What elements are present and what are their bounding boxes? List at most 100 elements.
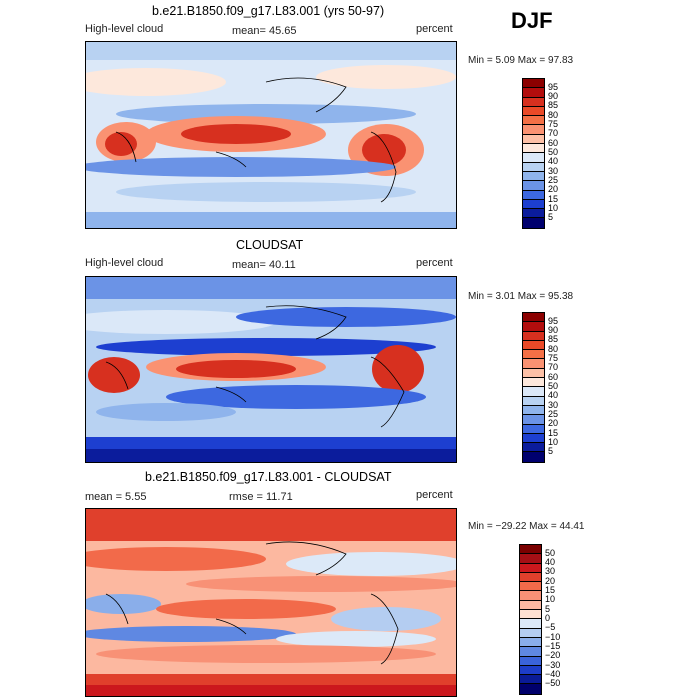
panel2-colorbar-tick: 15 — [548, 428, 559, 438]
panel2-colorbar-ticks: 95 90 85 80 75 70 60 50 40 30 25 20 15 1… — [522, 312, 582, 462]
panel3-colorbar-tick: −5 — [545, 622, 556, 632]
panel1-colorbar-seg — [523, 144, 544, 154]
panel1-colorbar-tick: 15 — [548, 194, 559, 204]
panel1-minmax: Min = 5.09 Max = 97.83 — [468, 55, 574, 66]
panel3-colorbar-seg — [520, 582, 541, 592]
panel2-colorbar-seg — [523, 452, 544, 462]
panel1-colorbar-seg — [523, 199, 544, 210]
panel2-colorbar-tick: 70 — [548, 362, 559, 372]
panel2-colorbar-tick: 40 — [548, 390, 559, 400]
panel2-colorbar-seg — [523, 387, 544, 397]
panel1-colorbar-tick: 70 — [548, 128, 559, 138]
panel3-colorbar-seg — [520, 647, 541, 657]
panel3-colorbar-tick: −40 — [545, 669, 561, 679]
panel1-colorbar-tick: 25 — [548, 175, 559, 185]
panel3-rmse-label: rmse = 11.71 — [229, 491, 293, 503]
panel1-colorbar-tick: 50 — [548, 147, 559, 157]
panel3-colorbar-tick: −50 — [545, 678, 561, 688]
panel2-map-field — [86, 277, 456, 462]
panel2-colorbar-tick: 85 — [548, 334, 559, 344]
panel2-colorbar-tick: 75 — [548, 353, 559, 363]
panel3-colorbar-seg — [520, 572, 541, 583]
panel3-colorbar-seg — [520, 600, 541, 611]
panel2-colorbar-seg — [523, 368, 544, 379]
panel3-title: b.e21.B1850.f09_g17.L83.001 - CLOUDSAT — [145, 470, 392, 484]
panel1-colorbar-seg — [523, 209, 544, 219]
panel3-colorbar-seg — [520, 684, 541, 694]
panel3-colorbar-tick: 30 — [545, 566, 556, 576]
panel2-title: CLOUDSAT — [236, 238, 304, 252]
panel2-colorbar-seg — [523, 313, 544, 323]
panel2-colorbar-seg — [523, 331, 544, 341]
panel3-colorbar-tick: 10 — [545, 594, 556, 604]
panel2-colorbar-tick: 80 — [548, 344, 559, 354]
panel2-map — [85, 276, 457, 463]
panel2-colorbar-seg — [523, 378, 544, 388]
panel2-colorbar — [522, 312, 545, 463]
panel2-units-label: percent — [416, 257, 453, 269]
panel1-colorbar-seg — [523, 79, 544, 89]
panel3-colorbar-seg — [520, 619, 541, 629]
panel1-colorbar-seg — [523, 97, 544, 107]
panel3-colorbar-seg — [520, 675, 541, 685]
panel1-colorbar-seg — [523, 125, 544, 135]
panel2-colorbar-seg — [523, 405, 544, 416]
panel1-units-label: percent — [416, 23, 453, 35]
panel3-colorbar-tick: 5 — [545, 604, 551, 614]
panel3-colorbar-tick: 40 — [545, 557, 556, 567]
panel1-colorbar-tick: 40 — [548, 156, 559, 166]
panel2-minmax: Min = 3.01 Max = 95.38 — [468, 291, 574, 302]
panel1-colorbar-seg — [523, 153, 544, 163]
panel1-colorbar-tick: 85 — [548, 100, 559, 110]
panel1-left-label: High-level cloud — [85, 23, 164, 35]
panel2-colorbar-seg — [523, 350, 544, 360]
panel1-colorbar-seg — [523, 88, 544, 98]
panel3-colorbar-tick: −30 — [545, 660, 561, 670]
panel2-colorbar-tick: 50 — [548, 381, 559, 391]
panel2-colorbar-tick: 90 — [548, 325, 559, 335]
panel3-units-label: percent — [416, 489, 453, 501]
season-label: DJF — [511, 8, 553, 33]
panel3-map — [85, 508, 457, 697]
panel1-colorbar-seg — [523, 134, 544, 145]
panel3-colorbar — [519, 544, 542, 695]
panel3-colorbar-tick: 50 — [545, 548, 556, 558]
panel3-colorbar-tick: −15 — [545, 641, 561, 651]
panel1-colorbar-seg — [523, 162, 544, 172]
panel1-colorbar-tick: 10 — [548, 203, 559, 213]
panel2-colorbar-tick: 60 — [548, 372, 559, 382]
panel2-colorbar-seg — [523, 415, 544, 425]
panel2-colorbar-seg — [523, 433, 544, 444]
panel2-colorbar-tick: 25 — [548, 409, 559, 419]
panel1-colorbar-seg — [523, 171, 544, 182]
panel2-colorbar-tick: 30 — [548, 400, 559, 410]
panel1-colorbar-tick: 20 — [548, 184, 559, 194]
panel3-colorbar-seg — [520, 563, 541, 573]
panel3-colorbar-ticks: 50 40 30 20 15 10 5 0 −5 −10 −15 −20 −30… — [519, 544, 579, 694]
panel3-colorbar-tick: −20 — [545, 650, 561, 660]
panel2-left-label: High-level cloud — [85, 257, 164, 269]
panel2-colorbar-seg — [523, 340, 544, 351]
panel2-colorbar-tick: 10 — [548, 437, 559, 447]
panel3-colorbar-tick: 20 — [545, 576, 556, 586]
panel3-colorbar-seg — [520, 637, 541, 648]
panel1-colorbar-ticks: 95 90 85 80 75 70 60 50 40 30 25 20 15 1… — [522, 78, 582, 228]
panel3-mean-label: mean = 5.55 — [85, 491, 147, 503]
panel3-colorbar-seg — [520, 591, 541, 601]
panel1-colorbar-tick: 30 — [548, 166, 559, 176]
panel3-colorbar-seg — [520, 610, 541, 620]
panel1-colorbar-seg — [523, 218, 544, 228]
panel2-colorbar-seg — [523, 443, 544, 453]
panel3-colorbar-tick: 0 — [545, 613, 551, 623]
panel1-colorbar — [522, 78, 545, 229]
panel2-colorbar-tick: 95 — [548, 316, 559, 326]
panel2-colorbar-seg — [523, 424, 544, 434]
panel3-map-field — [86, 509, 456, 696]
panel2-colorbar-tick: 20 — [548, 418, 559, 428]
panel3-colorbar-seg — [520, 554, 541, 564]
panel1-colorbar-seg — [523, 106, 544, 117]
panel1-colorbar-tick: 60 — [548, 138, 559, 148]
panel3-colorbar-tick: −10 — [545, 632, 561, 642]
panel1-colorbar-tick: 90 — [548, 91, 559, 101]
panel1-colorbar-tick: 80 — [548, 110, 559, 120]
